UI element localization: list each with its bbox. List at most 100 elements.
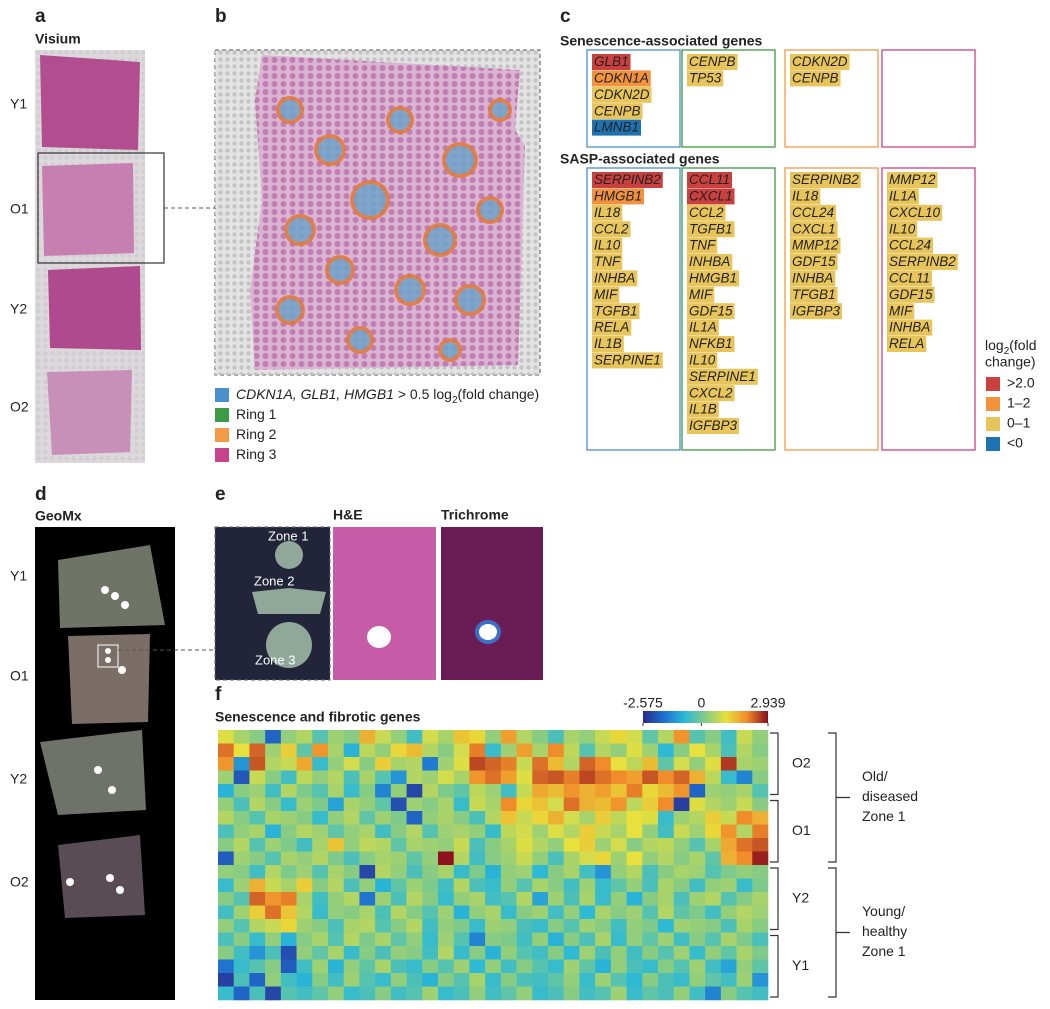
gene-label: IGFBP3 bbox=[689, 418, 738, 433]
heatmap-cell bbox=[406, 743, 423, 758]
heatmap-cell bbox=[296, 986, 313, 1001]
heatmap-cell bbox=[469, 986, 486, 1001]
heatmap-cell bbox=[375, 757, 392, 771]
super-label: diseased bbox=[862, 788, 918, 804]
heatmap-cell bbox=[249, 932, 266, 947]
heatmap-cell bbox=[563, 797, 580, 812]
legend-swatch bbox=[215, 408, 229, 422]
gene-label: GDF15 bbox=[889, 287, 933, 302]
gene-highlight bbox=[687, 270, 740, 287]
heatmap-cell bbox=[563, 946, 580, 960]
gene-label: CCL24 bbox=[889, 238, 931, 253]
heatmap-cell bbox=[438, 838, 455, 852]
heatmap-cell bbox=[720, 986, 737, 1001]
gene-label: TNF bbox=[689, 238, 716, 253]
heatmap-cell bbox=[548, 770, 565, 785]
legend-title: change) bbox=[985, 354, 1036, 370]
heatmap-cell bbox=[438, 932, 455, 947]
heatmap-cell bbox=[296, 784, 313, 798]
heatmap-cell bbox=[359, 811, 376, 825]
heatmap-cell bbox=[705, 797, 722, 812]
heatmap-cell bbox=[626, 811, 643, 825]
heatmap-cell bbox=[752, 959, 769, 974]
heatmap-cell bbox=[343, 932, 360, 947]
heatmap-cell bbox=[280, 986, 297, 1001]
heatmap-cell bbox=[265, 851, 282, 866]
super-label: Zone 1 bbox=[862, 943, 906, 959]
heatmap-cell bbox=[312, 932, 329, 947]
gene-label: INHBA bbox=[792, 270, 833, 285]
heatmap-cell bbox=[233, 892, 250, 906]
heatmap-cell bbox=[328, 905, 345, 920]
heatmap-cell bbox=[658, 770, 675, 785]
heatmap-cell bbox=[343, 986, 360, 1001]
heatmap-cell bbox=[500, 838, 517, 852]
gene-highlight bbox=[790, 172, 861, 188]
heatmap-cell bbox=[736, 743, 753, 758]
heatmap-cell bbox=[328, 932, 345, 947]
heatmap-cell bbox=[720, 905, 737, 920]
heatmap-cell bbox=[390, 824, 407, 839]
heatmap-cell bbox=[673, 784, 690, 798]
heatmap-cell bbox=[736, 865, 753, 879]
heatmap-cell bbox=[626, 932, 643, 947]
heatmap-cell bbox=[233, 878, 250, 893]
heatmap-cell bbox=[343, 946, 360, 960]
heatmap-cell bbox=[453, 946, 470, 960]
legend-label: Ring 2 bbox=[236, 426, 277, 442]
heatmap-cell bbox=[280, 973, 297, 987]
heatmap-cell bbox=[280, 905, 297, 920]
group-label: Y2 bbox=[792, 889, 809, 905]
heatmap-cell bbox=[752, 973, 769, 987]
legend-swatch bbox=[215, 428, 229, 442]
heatmap-cell bbox=[595, 865, 612, 879]
heatmap-cell bbox=[500, 811, 517, 825]
heatmap-cell bbox=[390, 730, 407, 744]
heatmap-cell bbox=[658, 905, 675, 920]
heatmap-cell bbox=[406, 824, 423, 839]
heatmap-cell bbox=[328, 919, 345, 933]
heatmap-cell bbox=[532, 919, 549, 933]
gene-label: TGFB1 bbox=[594, 303, 638, 318]
heatmap-cell bbox=[610, 905, 627, 920]
heatmap-cell bbox=[595, 946, 612, 960]
heatmap-cell bbox=[595, 824, 612, 839]
heatmap-cell bbox=[249, 946, 266, 960]
heatmap-cell bbox=[438, 986, 455, 1001]
heatmap-cell bbox=[359, 946, 376, 960]
heatmap-cell bbox=[673, 878, 690, 893]
heatmap-cell bbox=[375, 932, 392, 947]
heatmap-cell bbox=[736, 973, 753, 987]
heatmap-cell bbox=[218, 959, 235, 974]
heatmap-cell bbox=[265, 838, 282, 852]
heatmap-cell bbox=[328, 973, 345, 987]
heatmap-cell bbox=[516, 770, 533, 785]
heatmap-cell bbox=[705, 757, 722, 771]
heatmap-cell bbox=[265, 730, 282, 744]
heatmap-cell bbox=[720, 932, 737, 947]
heatmap-cell bbox=[485, 824, 502, 839]
heatmap-cell bbox=[328, 797, 345, 812]
heatmap-cell bbox=[296, 905, 313, 920]
heatmap-cell bbox=[563, 905, 580, 920]
gene-highlight bbox=[592, 204, 623, 221]
heatmap-cell bbox=[406, 986, 423, 1001]
heatmap-cell bbox=[610, 784, 627, 798]
gene-label: GDF15 bbox=[792, 254, 836, 269]
heatmap-cell bbox=[469, 770, 486, 785]
heatmap-cell bbox=[375, 797, 392, 812]
heatmap-cell bbox=[563, 811, 580, 825]
heatmap-cell bbox=[343, 892, 360, 906]
heatmap-cell bbox=[720, 865, 737, 879]
heatmap-cell bbox=[453, 919, 470, 933]
heatmap-cell bbox=[485, 878, 502, 893]
heatmap-cell bbox=[469, 946, 486, 960]
heatmap-cell bbox=[453, 878, 470, 893]
heatmap-cell bbox=[579, 743, 596, 758]
heatmap-cell bbox=[500, 905, 517, 920]
heatmap-cell bbox=[658, 865, 675, 879]
heatmap-cell bbox=[563, 892, 580, 906]
heatmap-cell bbox=[359, 905, 376, 920]
heatmap-cell bbox=[516, 878, 533, 893]
heatmap-cell bbox=[532, 892, 549, 906]
